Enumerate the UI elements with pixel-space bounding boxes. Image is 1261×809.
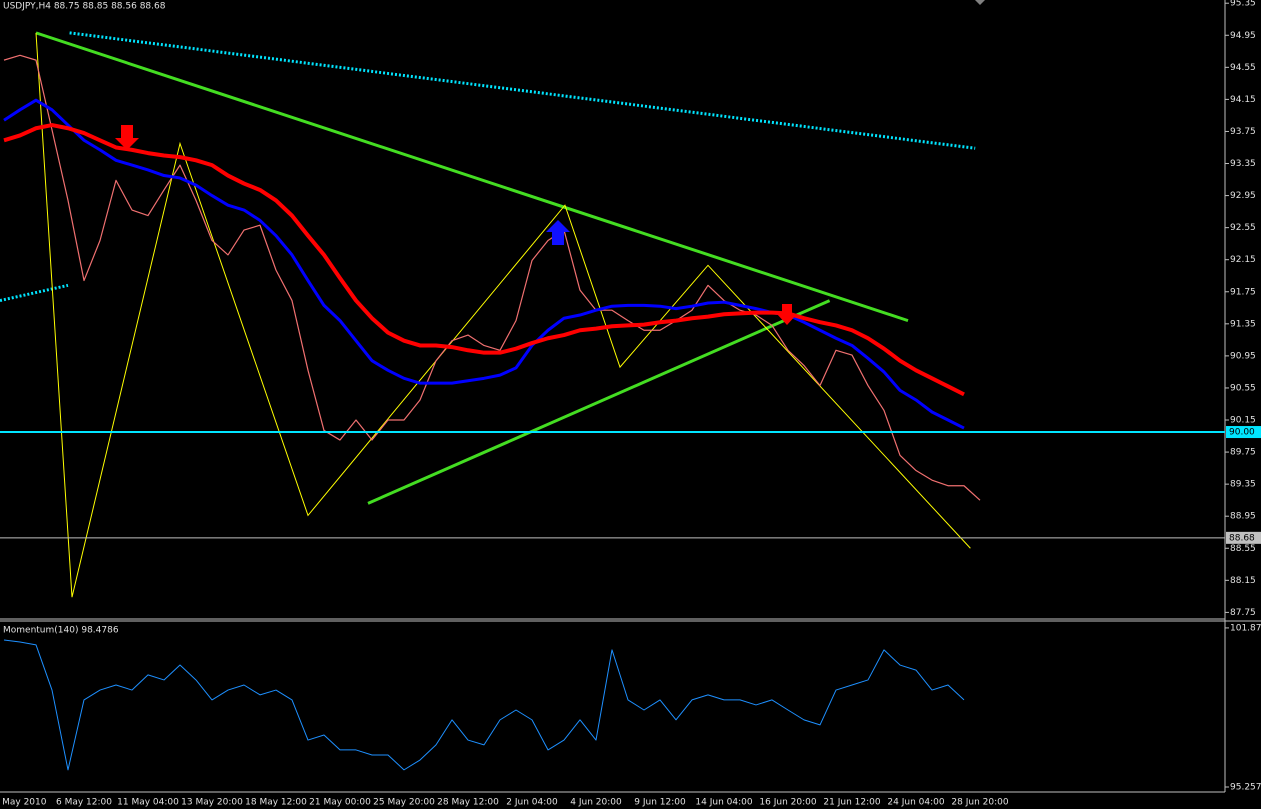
- y-tick-label: 94.15: [1230, 95, 1256, 105]
- y-tick-label: 93.35: [1230, 159, 1256, 169]
- level-label-box: [1226, 426, 1261, 439]
- y-tick-label: 91.75: [1230, 287, 1256, 297]
- y-tick-label: 94.95: [1230, 31, 1256, 41]
- series-line: [3, 639, 965, 771]
- sell-arrow: [115, 125, 139, 150]
- y-tick-label: 92.95: [1230, 191, 1256, 201]
- trendline: [69, 31, 976, 150]
- y-tick-label: 89.35: [1230, 480, 1256, 490]
- y-tick-label: 90.55: [1230, 383, 1256, 393]
- y-tick-label: 95.35: [1230, 0, 1256, 9]
- x-tick-label: 3 May 2010: [0, 798, 47, 808]
- marker: [975, 0, 985, 5]
- y-tick-label: 88.55: [1230, 544, 1256, 554]
- x-tick-label: 13 May 20:00: [181, 798, 243, 808]
- y-tick-label: 88.95: [1230, 512, 1256, 522]
- trendline: [367, 299, 831, 505]
- x-tick-label: 16 Jun 20:00: [759, 798, 816, 808]
- y-tick-label: 91.35: [1230, 319, 1256, 329]
- level-label: 88.68: [1229, 533, 1255, 543]
- x-tick-label: 18 May 12:00: [245, 798, 307, 808]
- y-tick-label: 94.55: [1230, 63, 1256, 73]
- x-tick-label: 9 Jun 12:00: [634, 798, 686, 808]
- x-tick-label: 21 May 00:00: [309, 798, 371, 808]
- x-tick-label: 25 May 20:00: [373, 798, 435, 808]
- y-tick-label: 90.15: [1230, 416, 1256, 426]
- y-tick-label: 92.55: [1230, 223, 1256, 233]
- x-tick-label: 21 Jun 12:00: [823, 798, 880, 808]
- indicator-title: Momentum(140) 98.4786: [3, 626, 119, 636]
- x-tick-label: 4 Jun 20:00: [570, 798, 622, 808]
- trendline: [35, 31, 909, 323]
- trendline: [0, 283, 69, 303]
- x-tick-label: 24 Jun 04:00: [887, 798, 944, 808]
- y-tick-label: 87.75: [1230, 608, 1256, 618]
- y-tick-label: 101.874: [1230, 623, 1261, 633]
- series-line: [3, 54, 981, 501]
- buy-arrow: [546, 220, 570, 245]
- y-tick-label: 89.75: [1230, 448, 1256, 458]
- plot-layer: [0, 31, 981, 771]
- x-tick-label: 11 May 04:00: [117, 798, 179, 808]
- y-tick-label: 90.95: [1230, 351, 1256, 361]
- y-tick-label: 92.15: [1230, 255, 1256, 265]
- level-label-box: [1226, 531, 1261, 544]
- x-tick-label: 28 Jun 20:00: [951, 798, 1008, 808]
- y-tick-label: 93.75: [1230, 127, 1256, 137]
- chart-title: USDJPY,H4 88.75 88.85 88.56 88.68: [3, 2, 166, 12]
- x-tick-label: 6 May 12:00: [56, 798, 112, 808]
- x-tick-label: 2 Jun 04:00: [506, 798, 558, 808]
- x-tick-label: 28 May 12:00: [437, 798, 499, 808]
- trendline: [35, 32, 971, 598]
- y-tick-label: 95.2577: [1230, 783, 1261, 793]
- level-label: 90.00: [1229, 428, 1255, 438]
- y-tick-label: 88.15: [1230, 576, 1256, 586]
- x-tick-label: 14 Jun 04:00: [695, 798, 752, 808]
- series-line: [3, 123, 965, 397]
- sell-arrow: [777, 304, 797, 325]
- series-line: [3, 98, 965, 430]
